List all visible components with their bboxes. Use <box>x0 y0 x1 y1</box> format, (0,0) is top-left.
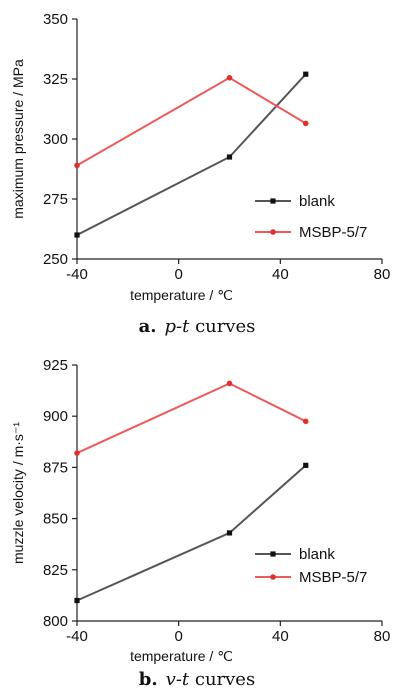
x-axis-label: temperature / ℃ <box>130 287 233 303</box>
x-tick-label: 80 <box>374 266 391 283</box>
data-point-blank <box>303 71 309 77</box>
chart-vt: 800 825 850 875 900 925 -40 0 40 80 temperature / … <box>10 357 390 690</box>
series-line-MSBP-5/7 <box>76 76 307 167</box>
x-tick-label: 40 <box>272 628 289 645</box>
y-tick-label: 900 <box>43 408 68 425</box>
legend-label: blank <box>299 546 335 563</box>
series-line-blank <box>76 464 307 602</box>
y-tick-label: 275 <box>43 191 68 208</box>
data-point-MSBP-5/7 <box>74 162 80 169</box>
x-axis-label: temperature / ℃ <box>130 648 233 664</box>
x-tick-label: 80 <box>374 628 391 645</box>
x-tick-label: 40 <box>272 266 289 283</box>
data-point-blank <box>74 232 80 238</box>
legend-entry-blank: blank <box>255 193 335 210</box>
y-axis-label: muzzle velocity / m·s⁻¹ <box>10 422 26 564</box>
caption-letter: b. <box>139 669 158 690</box>
series-line-blank <box>76 73 307 236</box>
y-tick-label: 350 <box>43 11 68 28</box>
legend-entry-MSBP-5/7: MSBP-5/7 <box>255 569 367 586</box>
y-tick-label: 300 <box>43 131 68 148</box>
data-point-blank <box>74 597 80 604</box>
caption-rest: curves <box>189 316 255 337</box>
data-point-blank <box>226 154 233 160</box>
legend-marker <box>270 574 276 580</box>
x-tick-label: -40 <box>66 266 88 283</box>
legend-label: blank <box>299 193 335 210</box>
y-tick-label: 325 <box>43 71 68 88</box>
data-point-MSBP-5/7 <box>302 120 309 127</box>
series-line-MSBP-5/7 <box>76 382 307 454</box>
data-point-blank <box>303 462 309 468</box>
data-point-MSBP-5/7 <box>302 418 309 425</box>
caption-rest: curves <box>189 669 255 690</box>
legend-entry-MSBP-5/7: MSBP-5/7 <box>255 224 367 241</box>
chart-pt: 250 275 300 325 350 -40 0 40 80 temperature / ℃ ma… <box>10 11 390 337</box>
legend-entry-blank: blank <box>255 546 335 563</box>
legend-marker <box>270 551 276 557</box>
y-tick-label: 875 <box>43 459 68 476</box>
data-point-MSBP-5/7 <box>226 75 233 81</box>
x-tick-label: -40 <box>66 628 88 645</box>
caption-letter: a. <box>139 316 157 337</box>
chart-caption: a. p-t curves <box>139 316 256 337</box>
data-point-MSBP-5/7 <box>226 380 233 387</box>
caption-variable: p-t <box>165 316 191 337</box>
y-tick-label: 925 <box>43 357 68 374</box>
legend-label: MSBP-5/7 <box>299 224 367 241</box>
data-point-MSBP-5/7 <box>74 450 80 456</box>
legend-label: MSBP-5/7 <box>299 569 367 586</box>
x-tick-label: 0 <box>174 628 182 645</box>
legend-marker <box>270 229 276 235</box>
y-tick-label: 250 <box>43 251 68 268</box>
data-point-blank <box>226 530 233 536</box>
x-tick-label: 0 <box>174 266 182 283</box>
y-tick-label: 825 <box>43 562 68 579</box>
legend-marker <box>270 198 276 204</box>
chart-caption: b. v-t curves <box>139 669 255 690</box>
y-tick-label: 850 <box>43 511 68 528</box>
caption-variable: v-t <box>166 669 190 690</box>
y-tick-label: 800 <box>43 613 68 630</box>
y-axis-label: maximum pressure / MPa <box>10 59 26 219</box>
